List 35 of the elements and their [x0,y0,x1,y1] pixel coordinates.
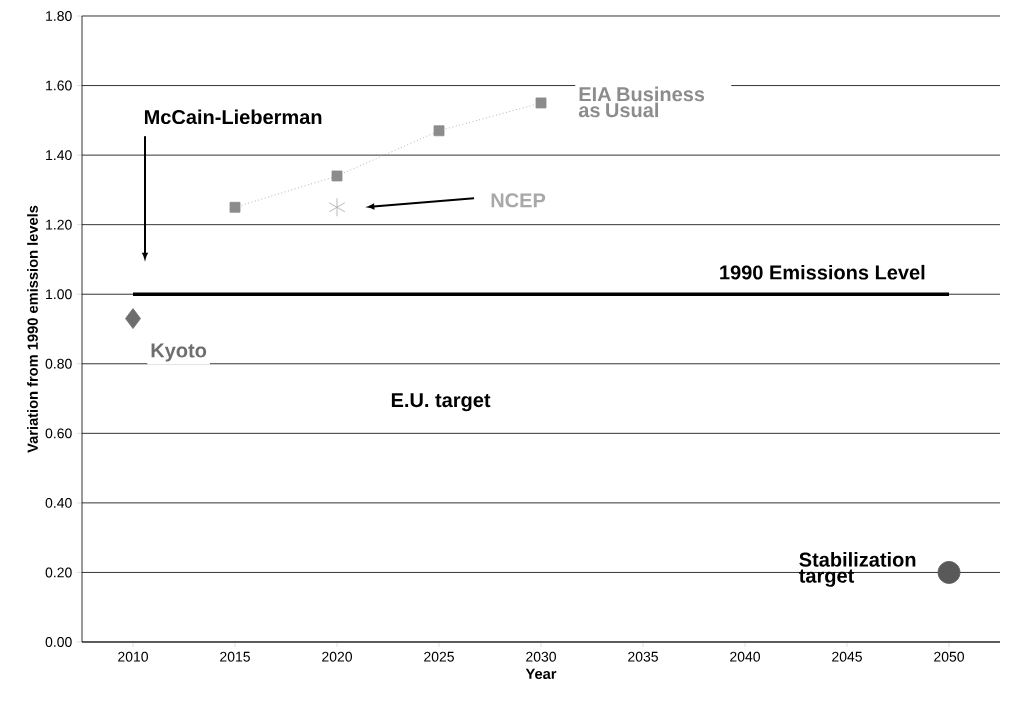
annotation: E.U. target [391,393,491,412]
x-tick-label: 2050 [934,651,965,662]
text: NCEP [491,193,546,208]
y-axis-title: Variation from 1990 emission levels [27,205,38,453]
y-tick-label: 1.40 [46,150,72,161]
x-tick-label: 2010 [118,651,149,662]
x-tick-label: 2030 [526,651,557,662]
x-tick-label: 2040 [730,651,761,662]
x-tick-label: 2025 [424,651,454,662]
y-tick-label: 1.80 [46,11,72,21]
series-label: 1990 Emissions Level [720,264,925,280]
x-tick-label: 2015 [220,651,250,662]
point [937,561,961,584]
y-tick-label: 1.60 [46,80,72,91]
point [331,170,343,182]
x-axis-title: Year [525,668,557,680]
y-tick-label: 1.00 [46,289,72,300]
point [328,197,346,217]
series-label: EIA Business as Usual [578,86,705,118]
y-tick-label: 0.80 [45,358,72,369]
y-tick-label: 0.40 [45,497,72,508]
series-label: Kyoto [151,343,207,362]
legend-label: Stabilization target [798,552,916,587]
y-tick-label: 0.00 [45,637,72,647]
point [535,97,547,109]
x-tick-label: 2045 [832,651,862,662]
point [229,201,241,213]
y-tick-label: 1.20 [46,219,72,230]
point [433,125,445,137]
point [125,308,141,329]
annotation: McCain-Lieberman [144,109,322,125]
x-tick-label: 2020 [322,651,353,662]
x-tick-label: 2035 [628,651,658,662]
y-tick-label: 0.60 [45,428,72,439]
y-tick-label: 0.20 [45,567,72,578]
